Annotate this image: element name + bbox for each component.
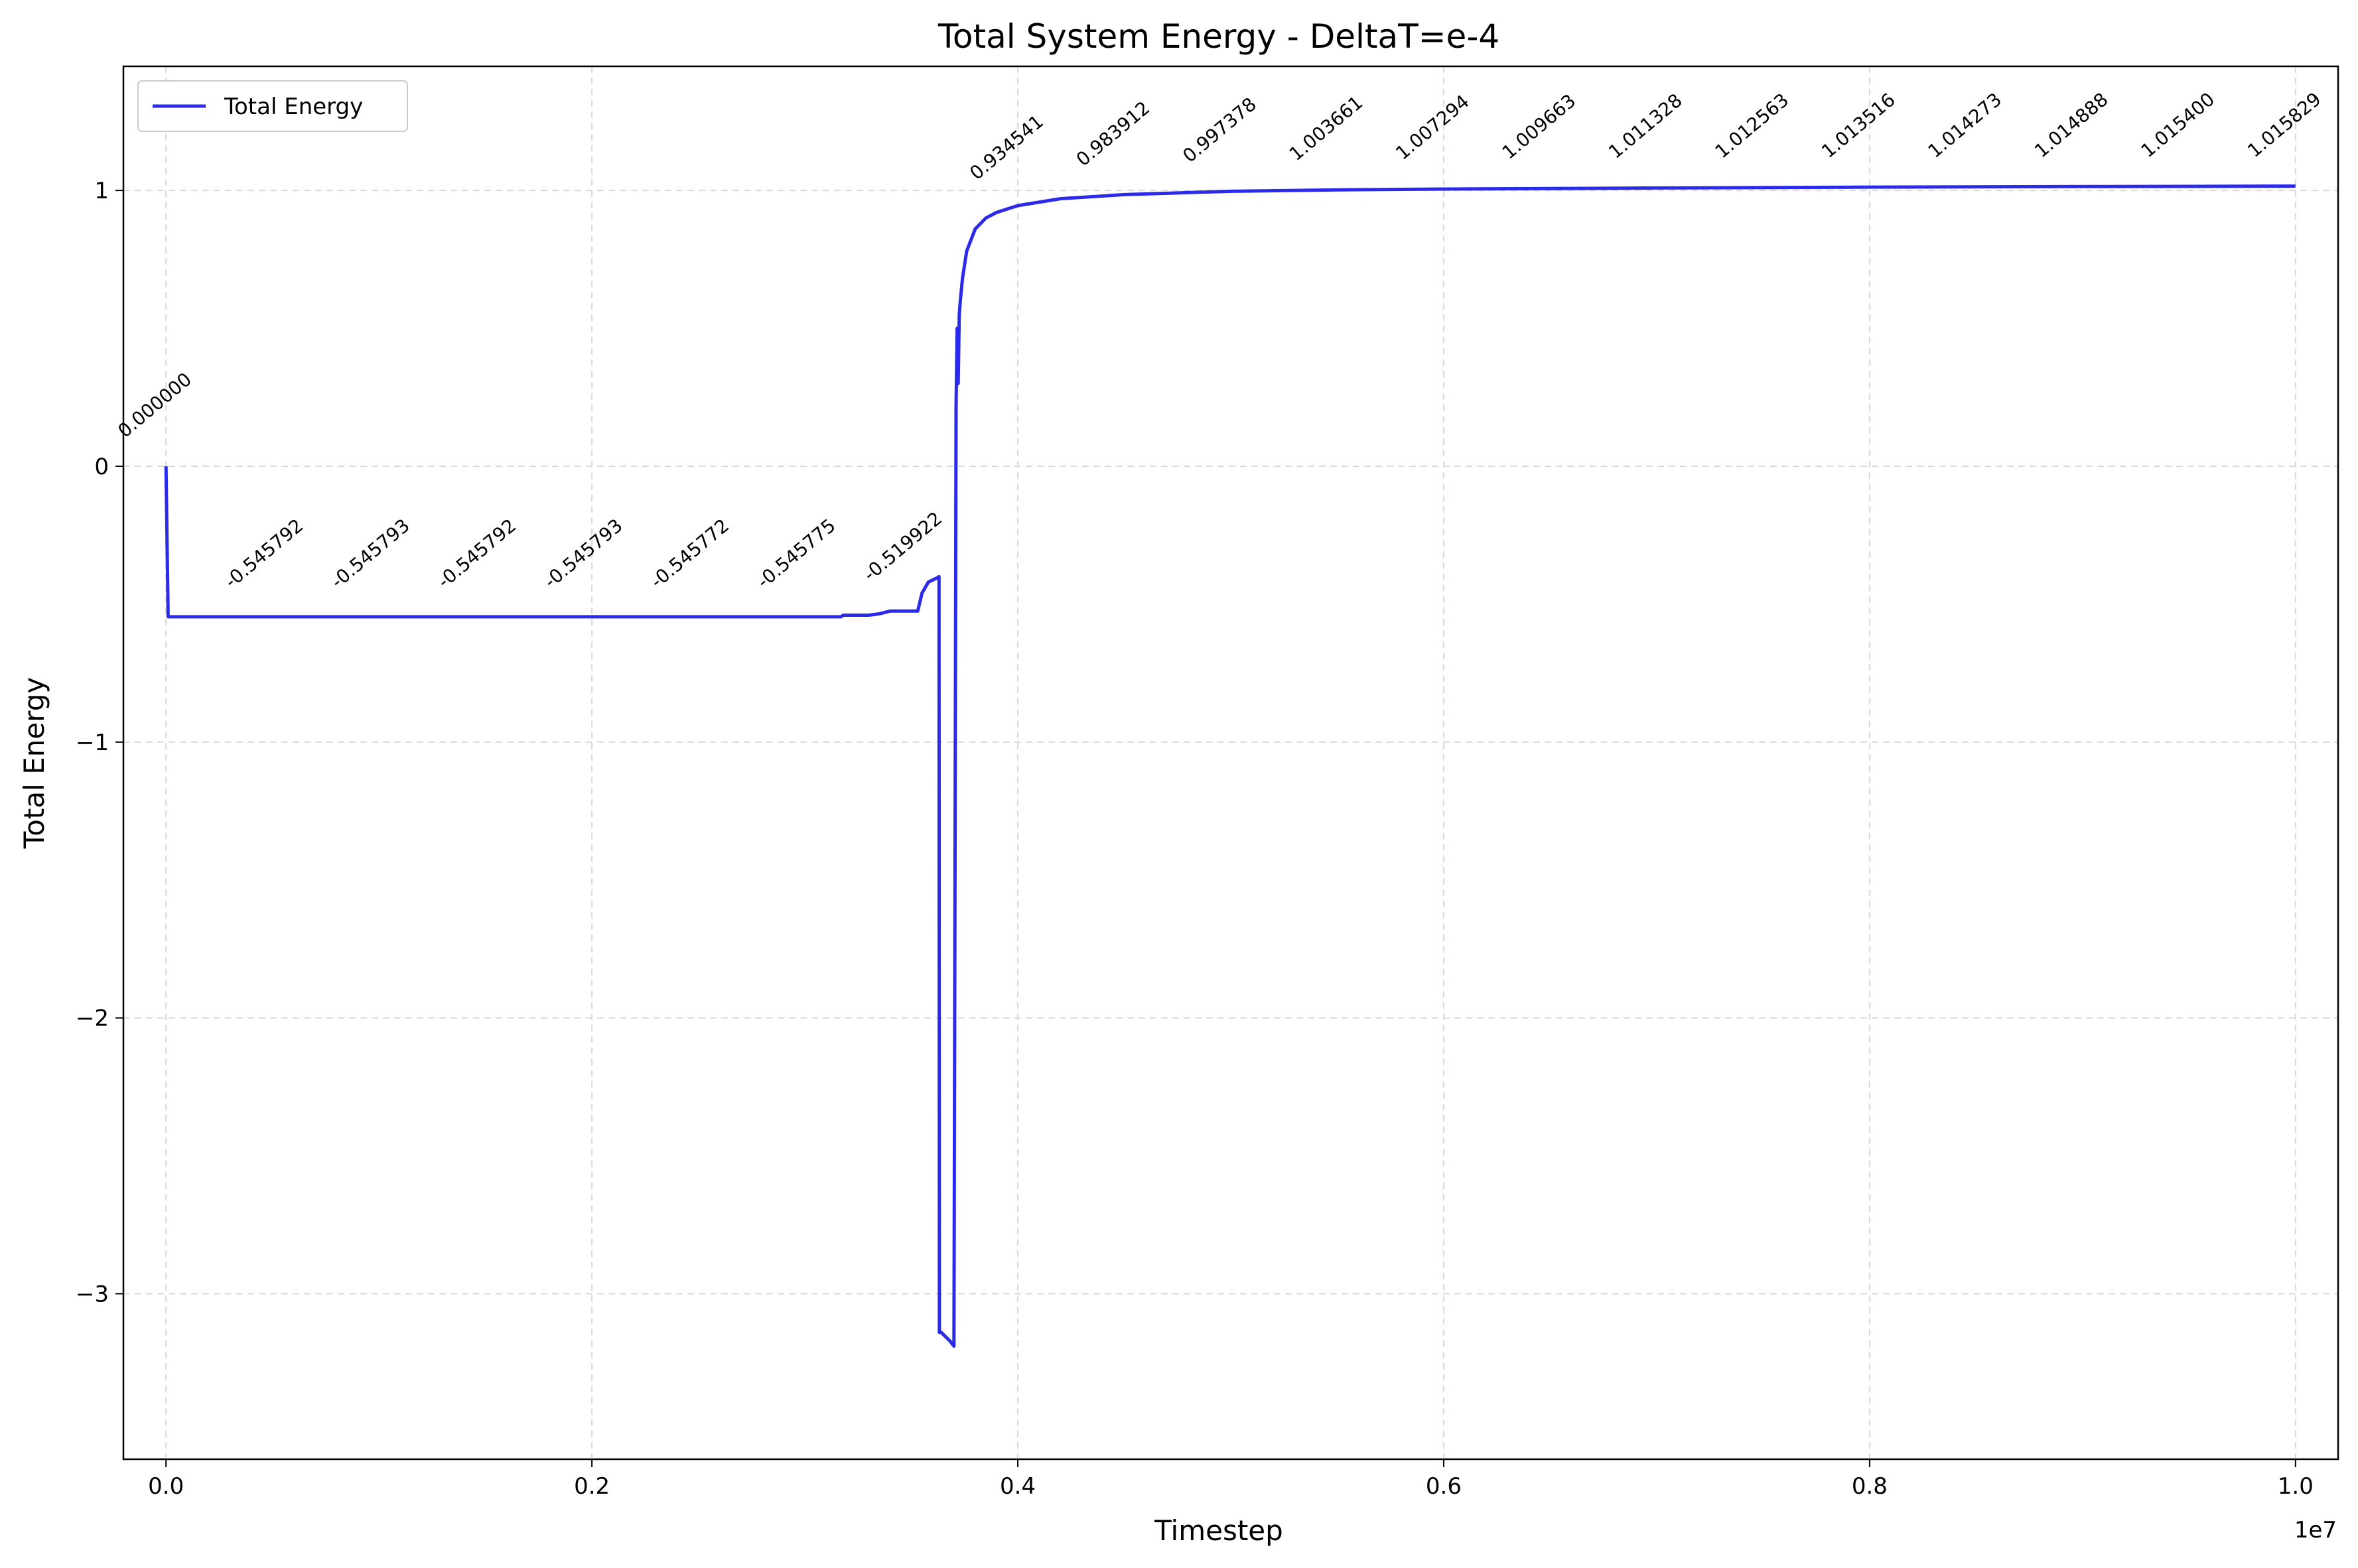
annotation-label: -0.545772 — [646, 515, 733, 593]
annotation-label: -0.545793 — [539, 515, 626, 593]
annotation-label: 1.011328 — [1604, 90, 1687, 163]
series-layer — [164, 184, 2296, 1348]
chart-title: Total System Energy - DeltaT=e-4 — [937, 17, 1499, 56]
annotation-label: 0.934541 — [965, 111, 1048, 184]
y-tick-label: −3 — [76, 1281, 109, 1307]
annotation-label: 1.013516 — [1817, 89, 1900, 163]
series-line-total-energy — [164, 184, 2296, 1348]
y-tick-label: −2 — [76, 1006, 109, 1032]
legend: Total Energy — [137, 80, 408, 132]
x-tick-label: 0.4 — [1000, 1473, 1036, 1500]
x-tick-label: 0.8 — [1852, 1473, 1888, 1500]
x-tick-label: 0.2 — [574, 1473, 610, 1500]
annotation-label: 1.007294 — [1391, 90, 1474, 164]
plot-frame — [122, 65, 2339, 1461]
annotation-label: 1.009663 — [1498, 90, 1580, 163]
annotation-label: 0.000000 — [113, 368, 196, 442]
legend-label: Total Energy — [224, 94, 363, 120]
y-tick-label: 1 — [94, 178, 109, 204]
x-tick-label: 1.0 — [2278, 1473, 2314, 1500]
annotation-label: 0.997378 — [1178, 93, 1261, 166]
legend-box — [137, 80, 408, 132]
y-tick-label: 0 — [94, 454, 109, 480]
annotation-label: 1.014888 — [2030, 88, 2113, 162]
annotation-label: -0.545775 — [752, 515, 839, 593]
annotation-label: -0.519922 — [859, 507, 946, 586]
annotation-label: 1.014273 — [1924, 88, 2006, 162]
annotation-label: 1.003661 — [1285, 92, 1367, 165]
annotation-label: 1.015829 — [2243, 88, 2325, 162]
annotation-label: -0.545792 — [220, 515, 307, 593]
grid-lines — [123, 66, 2338, 1459]
annotation-label: -0.545792 — [433, 515, 520, 593]
annotation-label: 1.015400 — [2137, 88, 2219, 162]
axis-ticks: 0.0 0.2 0.4 0.6 0.8 1.0 1 0 −1 −2 −3 — [76, 178, 2314, 1500]
x-tick-label: 0.0 — [148, 1473, 184, 1500]
y-tick-label: −1 — [76, 730, 109, 756]
x-tick-label: 0.6 — [1426, 1473, 1462, 1500]
annotation-label: -0.545793 — [326, 515, 413, 593]
annotation-label: 0.983912 — [1072, 97, 1154, 170]
x-axis-title: Timestep — [1154, 1514, 1283, 1547]
annotation-label: 1.012563 — [1711, 89, 1793, 163]
x-axis-offset-label: 1e7 — [2294, 1517, 2337, 1543]
annotation-layer: 0.000000-0.545792 -0.545793 -0.545792 -0.54… — [113, 88, 2325, 593]
y-axis-title: Total Energy — [18, 677, 50, 849]
